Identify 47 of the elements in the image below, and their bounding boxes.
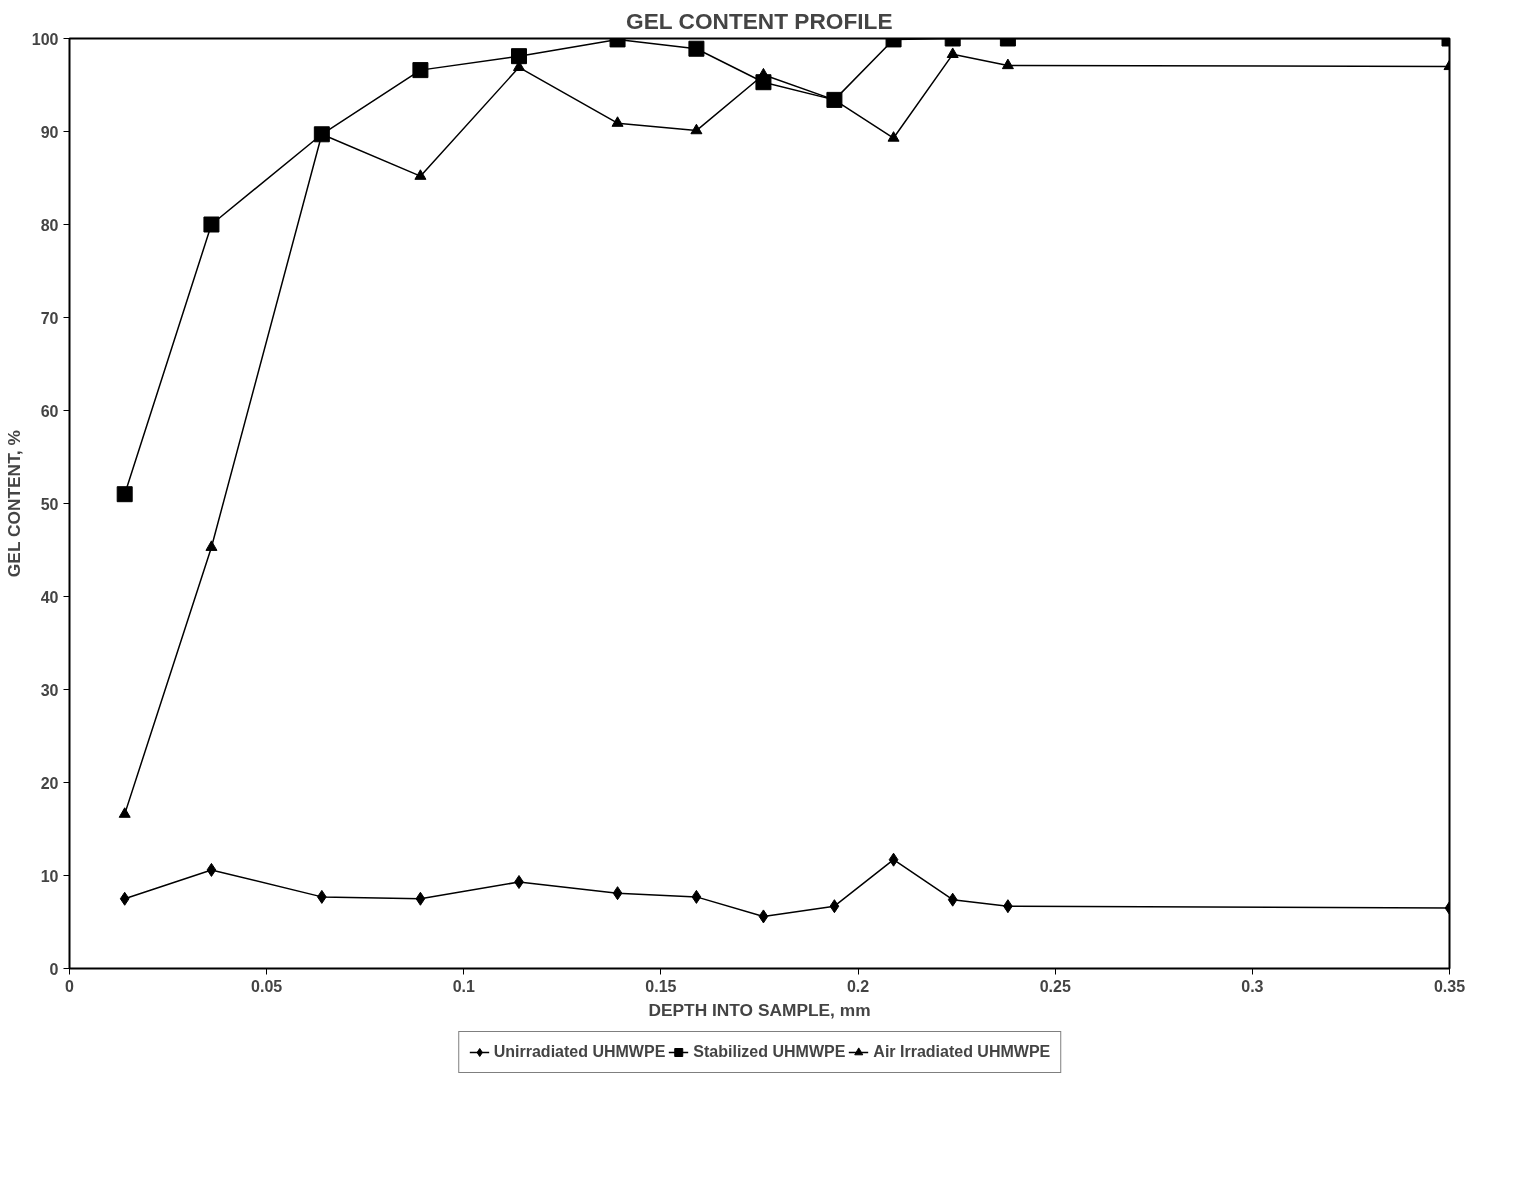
y-tick-label: 60 [40,402,59,420]
point [888,852,899,867]
point [206,862,217,877]
x-tick-label: 0.15 [645,977,677,995]
y-axis-title: GEL CONTENT, % [3,430,24,578]
point [688,40,705,57]
point [1001,58,1014,70]
x-tick-label: 0.3 [1241,977,1264,995]
point [612,886,623,901]
x-axis-title: DEPTH INTO SAMPLE, mm [648,999,871,1020]
legend-label: Unirradiated UHMWPE [493,1043,666,1061]
point [758,909,769,924]
y-tick-label: 100 [31,30,59,48]
y-tick-label: 80 [40,216,59,234]
point [611,116,624,127]
point [690,123,703,135]
x-tick-label: 0 [65,977,75,995]
y-tick-label: 40 [40,588,59,606]
point [691,889,702,904]
y-tick-label: 10 [40,867,59,885]
x-tick-label: 0.2 [846,977,870,995]
y-tick-label: 50 [40,495,59,513]
x-tick-label: 0.35 [1433,977,1466,995]
point [414,169,427,180]
point [205,540,218,551]
legend-label: Air Irradiated UHMWPE [873,1043,1051,1061]
legend-label: Stabilized UHMWPE [693,1043,846,1061]
y-tick-label: 20 [40,774,59,792]
x-tick-label: 0.05 [251,977,283,995]
point [412,62,429,79]
x-tick-label: 0.25 [1039,977,1071,995]
point [118,807,131,818]
point [947,892,958,907]
x-tick-label: 0.1 [452,977,476,995]
point [887,131,900,142]
point [946,47,959,58]
y-tick-label: 90 [40,123,59,141]
point [119,891,130,906]
y-tick-label: 0 [49,960,59,978]
point [510,48,527,65]
y-tick-label: 30 [40,681,59,699]
chart-title: GEL CONTENT PROFILE [626,7,893,34]
point [203,216,220,233]
point [829,899,840,914]
point [116,486,133,503]
y-tick-label: 70 [40,309,59,327]
point [415,891,426,906]
